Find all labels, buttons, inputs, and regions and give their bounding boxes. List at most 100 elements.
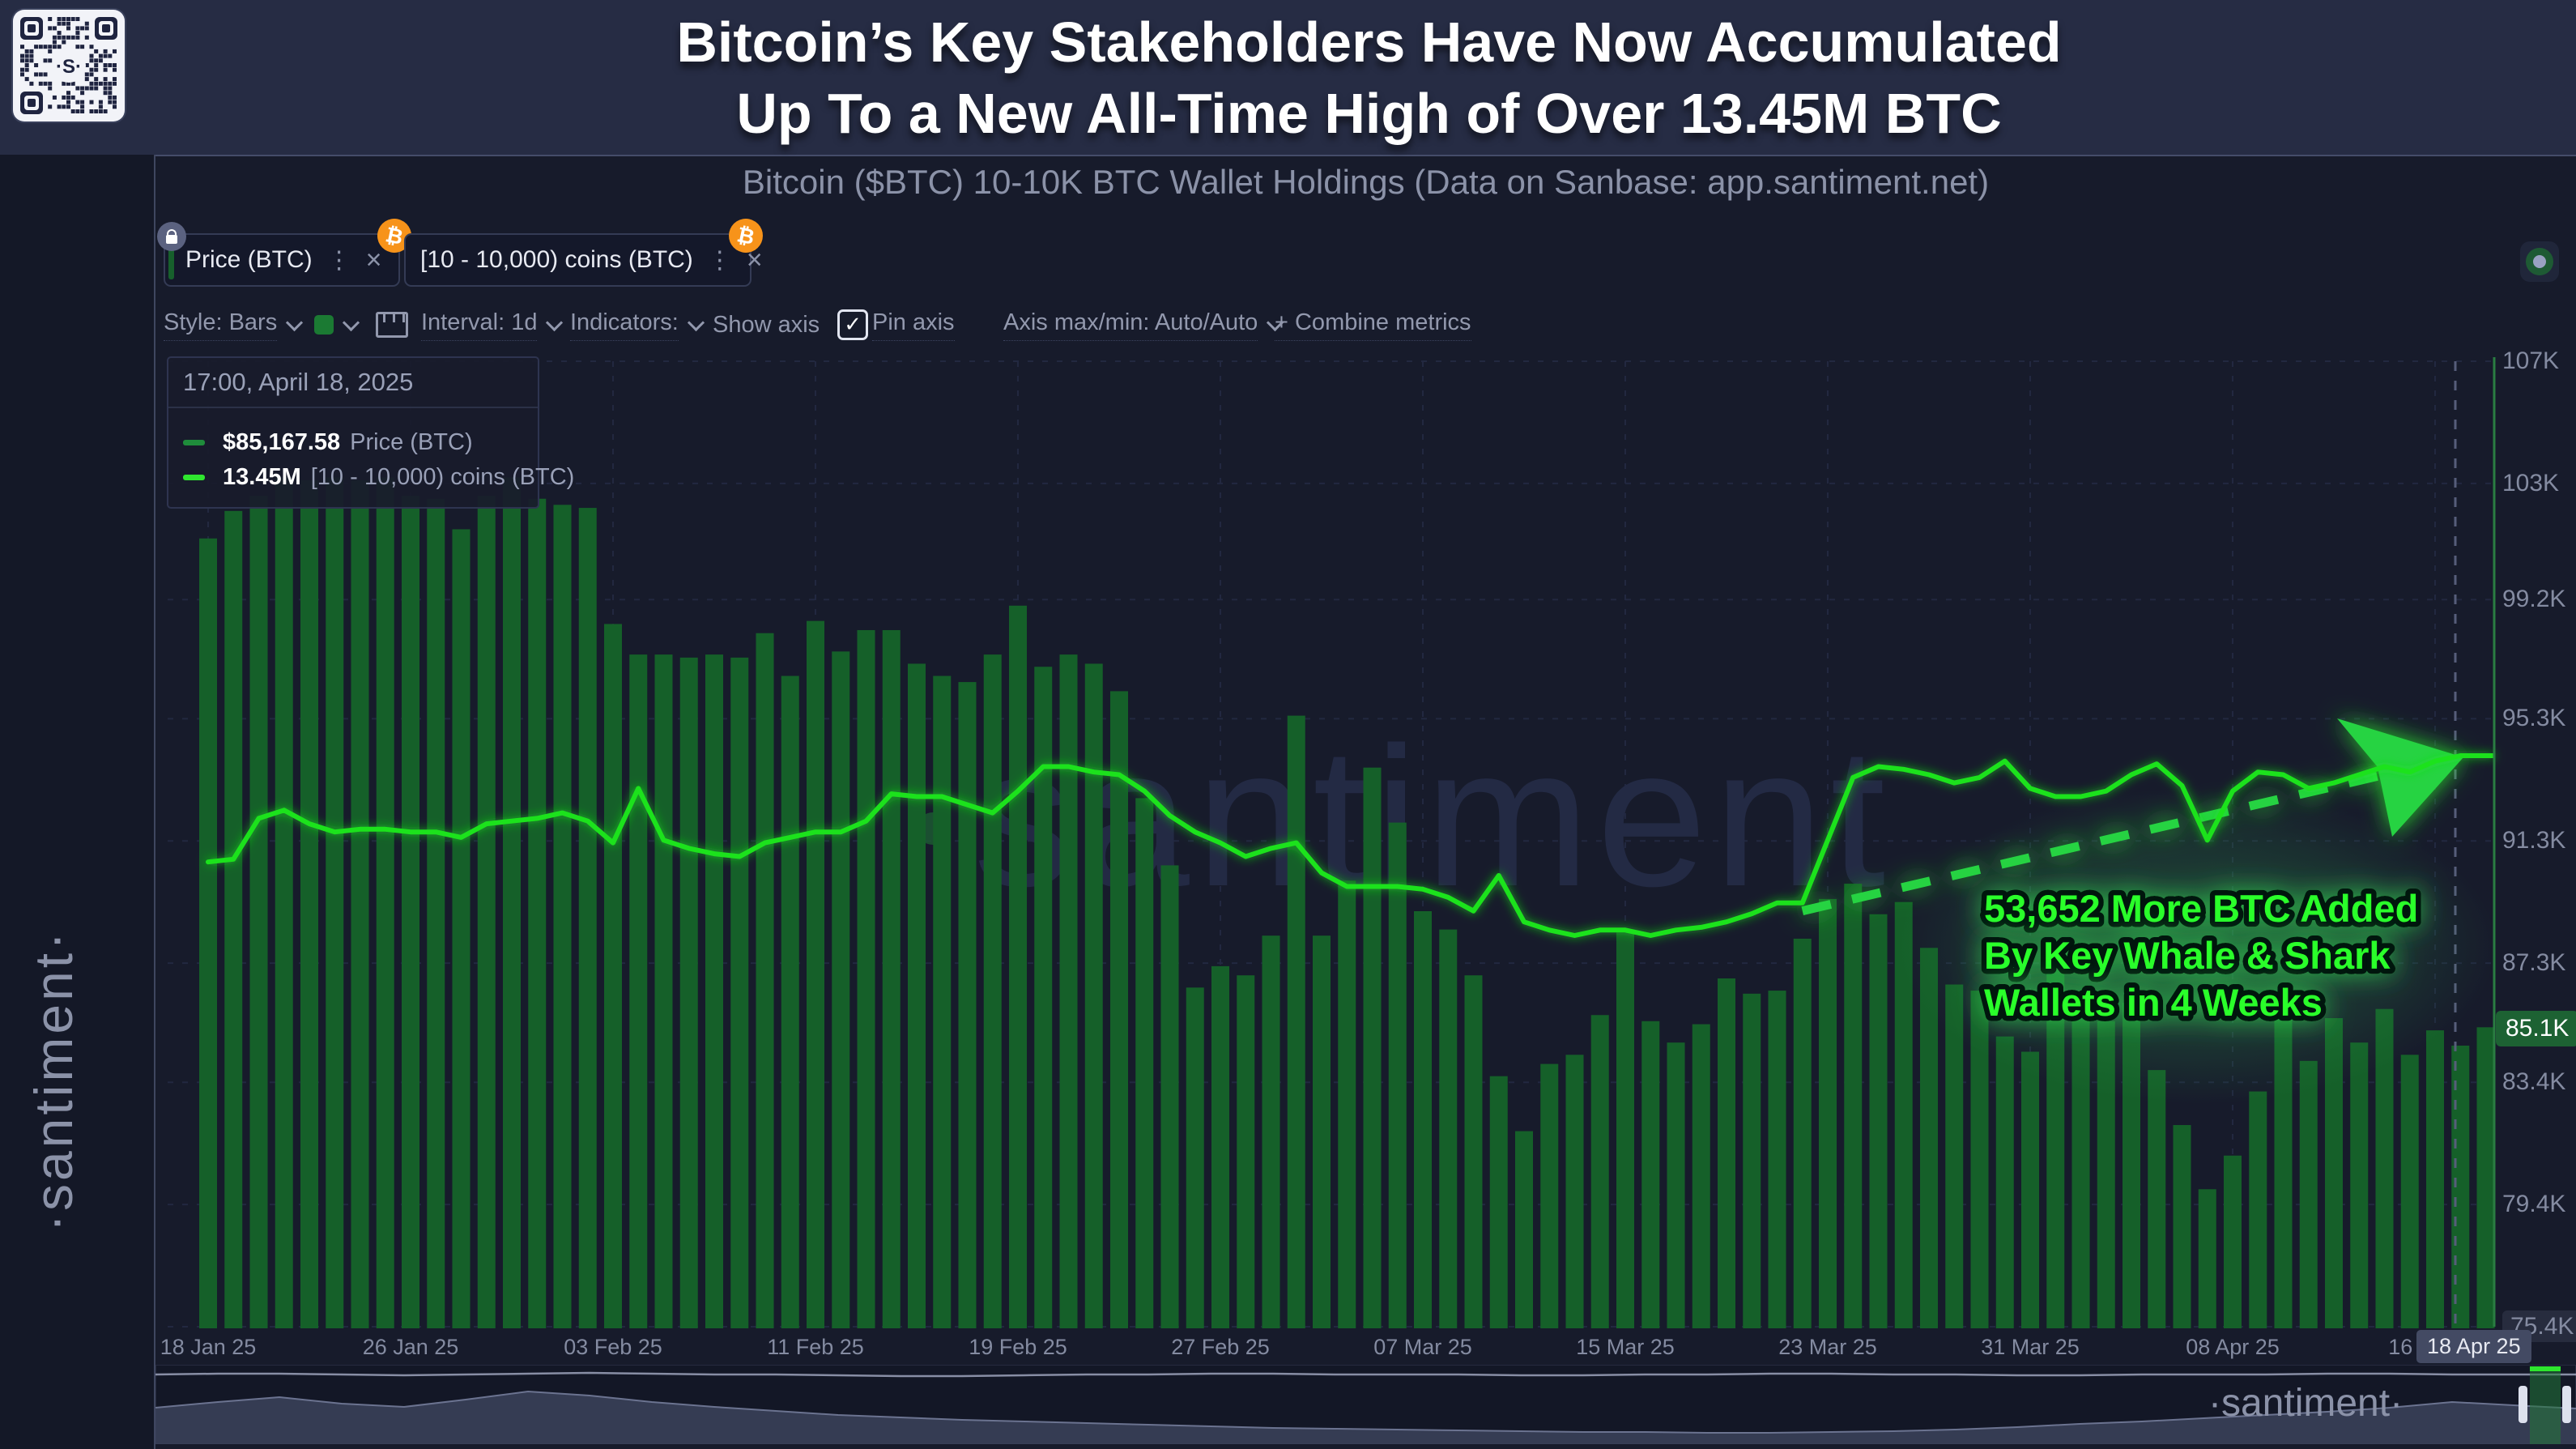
price-bar (249, 495, 268, 1329)
tab-price-btc[interactable]: Price (BTC) ⋮ × ₿ (157, 215, 415, 287)
price-bar (452, 529, 470, 1328)
price-bar (832, 651, 850, 1328)
price-bar (1667, 1042, 1685, 1328)
price-bar (1590, 1015, 1609, 1328)
minimap-handle-right[interactable] (2562, 1386, 2571, 1423)
y-tick-label: 79.4K (2502, 1191, 2566, 1218)
price-bar (1718, 978, 1735, 1328)
y-tick-label: 83.4K (2502, 1068, 2566, 1096)
price-bar (1995, 1036, 2014, 1328)
price-bar (2021, 1051, 2039, 1328)
price-bar (1692, 1024, 1710, 1328)
minimap-overview-line (155, 1371, 2576, 1378)
price-bar (1515, 1131, 1533, 1328)
style-label: Style: Bars (164, 309, 278, 341)
metric-color-accent (168, 241, 174, 279)
axis-maxmin-dropdown[interactable]: Axis max/min: Auto/Auto (1003, 309, 1284, 341)
price-bar (1869, 914, 1888, 1328)
price-bar (1414, 910, 1432, 1328)
check-icon: ✓ (844, 313, 862, 337)
minimap-selection[interactable] (2530, 1369, 2561, 1444)
combine-metrics-label: + Combine metrics (1275, 309, 1471, 341)
x-tick-label: 11 Feb 25 (767, 1335, 864, 1359)
chevron-down-icon (687, 313, 705, 331)
tooltip-label: Price (BTC) (350, 429, 473, 455)
price-bar (2198, 1189, 2216, 1328)
color-dropdown[interactable] (314, 309, 360, 341)
close-icon[interactable]: × (365, 244, 382, 275)
y-tick-label: 99.2K (2502, 586, 2566, 613)
price-bar (427, 498, 445, 1328)
target-icon (2526, 248, 2553, 275)
x-tick-label: 26 Jan 25 (362, 1335, 459, 1359)
price-bar (1110, 691, 1128, 1328)
tooltip-label: [10 - 10,000) coins (BTC) (310, 464, 575, 490)
y-tick-label: 75.4K (2502, 1310, 2576, 1342)
x-tick-label: 23 Mar 25 (1778, 1335, 1877, 1359)
interval-ruler-icon (376, 312, 408, 338)
annotation-glow (1897, 788, 2496, 1104)
style-dropdown[interactable]: Style: Bars (164, 309, 304, 341)
price-bar (1616, 932, 1634, 1328)
price-bar (1034, 667, 1053, 1328)
price-bar (1768, 991, 1786, 1328)
x-tick-label: 08 Apr 25 (2186, 1335, 2280, 1359)
tooltip-timestamp: 17:00, April 18, 2025 (168, 358, 538, 408)
chart-target-button[interactable] (2520, 241, 2559, 282)
y-tick-label: 103K (2502, 469, 2560, 496)
tab-label: Price (BTC) (185, 246, 313, 273)
x-tick-label: 07 Mar 25 (1373, 1335, 1472, 1359)
y-axis-current-value-badge: 85.1K (2496, 1011, 2576, 1047)
price-bar (477, 495, 496, 1329)
y-tick-label: 95.3K (2502, 705, 2566, 732)
combine-metrics-button[interactable]: + Combine metrics (1275, 309, 1471, 341)
price-bar (1338, 880, 1356, 1328)
price-bar (2426, 1030, 2444, 1328)
y-tick-label: 107K (2502, 347, 2560, 374)
price-bar (781, 675, 799, 1328)
price-bar (326, 477, 344, 1328)
tooltip-value: 13.45M (223, 464, 301, 490)
kebab-menu-icon[interactable]: ⋮ (326, 245, 351, 275)
price-bar (503, 477, 521, 1328)
price-bar (2148, 1070, 2166, 1328)
interval-dropdown[interactable]: Interval: 1d (376, 309, 564, 341)
crosshair-date-badge: 18 Apr 25 (2416, 1330, 2531, 1363)
price-bar (402, 495, 419, 1329)
price-bar (1894, 901, 1913, 1328)
price-bar (1009, 605, 1027, 1328)
indicators-label: Indicators: (570, 309, 679, 341)
holdings-line (206, 753, 2495, 938)
tab-10-10000-coins[interactable]: [10 - 10,000) coins (BTC) ⋮ × ₿ (404, 215, 766, 287)
price-bar (1439, 929, 1458, 1328)
tooltip-row-price: $85,167.58 Price (BTC) (183, 429, 523, 456)
price-bar (756, 633, 774, 1328)
kebab-menu-icon[interactable]: ⋮ (707, 245, 732, 275)
metric-color-swatch (314, 315, 334, 335)
show-axis-toggle[interactable]: Show axis ✓ (713, 309, 869, 341)
pin-axis-label: Pin axis (872, 309, 955, 341)
price-bar (1186, 987, 1204, 1328)
show-axis-checkbox[interactable]: ✓ (837, 309, 869, 340)
axis-maxmin-label: Axis max/min: Auto/Auto (1003, 309, 1258, 341)
indicators-dropdown[interactable]: Indicators: (570, 309, 705, 341)
price-bar (1287, 715, 1305, 1328)
price-bar (2097, 1021, 2115, 1328)
chart-tooltip: 17:00, April 18, 2025 $85,167.58 Price (… (167, 356, 574, 509)
qr-code: ·S· (13, 10, 125, 121)
price-bar (275, 477, 293, 1328)
price-bar (857, 629, 875, 1328)
pin-axis-button[interactable]: Pin axis (872, 309, 955, 341)
price-bar (2173, 1125, 2191, 1328)
price-bar (2224, 1155, 2242, 1328)
price-bar (1945, 984, 1964, 1328)
x-tick-label: 27 Feb 25 (1171, 1335, 1270, 1359)
minimap-range-selector[interactable] (155, 1365, 2576, 1444)
price-bar (2476, 1027, 2495, 1328)
minimap-handle-left[interactable] (2519, 1386, 2527, 1423)
title-line-2: Up To a New All-Time High of Over 13.45M… (736, 82, 2002, 145)
price-bar (2249, 1091, 2267, 1328)
tooltip-value: $85,167.58 (223, 429, 341, 455)
price-bar (1819, 898, 1837, 1328)
